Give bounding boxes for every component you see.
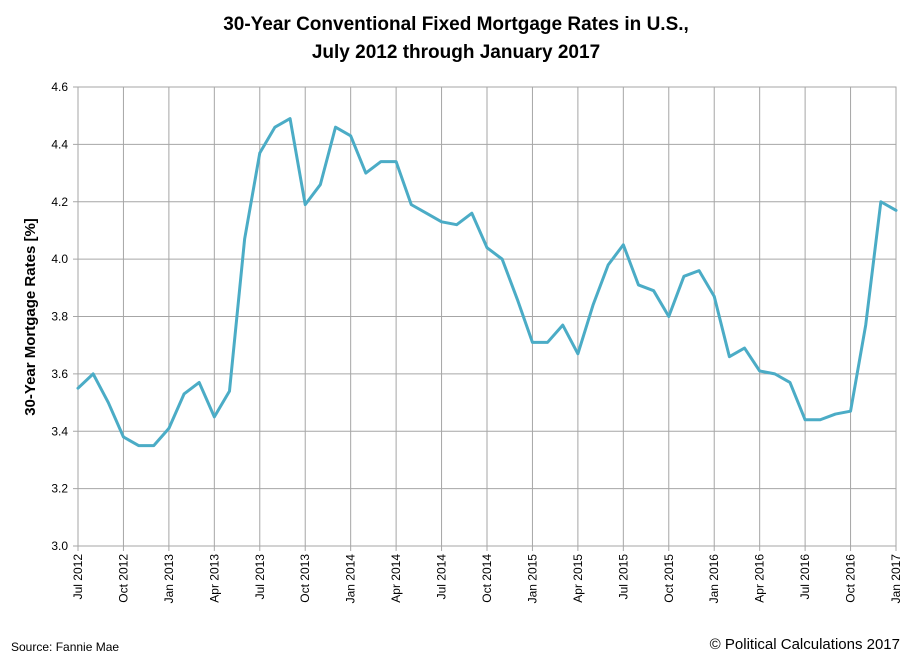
data-point (698, 269, 701, 272)
data-point (425, 212, 428, 215)
x-tick-label: Oct 2012 (116, 554, 130, 603)
x-tick-label: Jan 2013 (162, 554, 176, 604)
x-tick-label: Jul 2014 (435, 554, 449, 600)
data-point (667, 315, 670, 318)
data-point (758, 370, 761, 373)
y-tick-label: 4.0 (51, 252, 68, 266)
y-tick-label: 3.4 (51, 424, 68, 438)
data-point (395, 160, 398, 163)
y-tick-label: 3.6 (51, 367, 68, 381)
copyright-note: © Political Calculations 2017 (709, 636, 900, 653)
data-point (273, 126, 276, 129)
x-tick-label: Jan 2014 (344, 554, 358, 604)
data-point (501, 258, 504, 261)
data-point (486, 246, 489, 249)
data-point (576, 352, 579, 355)
x-tick-label: Apr 2015 (571, 554, 585, 603)
data-point (289, 117, 292, 120)
y-axis-ticks: 3.0 3.2 3.4 3.6 3.8 4.0 4.2 4.4 4.6 (51, 80, 78, 553)
x-tick-label: Jul 2015 (616, 554, 630, 600)
data-point (455, 223, 458, 226)
y-tick-label: 3.2 (51, 482, 68, 496)
data-point (834, 413, 837, 416)
data-point (637, 283, 640, 286)
data-point (334, 126, 337, 129)
data-point (773, 372, 776, 375)
x-tick-label: Jul 2013 (253, 554, 267, 600)
y-tick-label: 4.4 (51, 137, 68, 151)
data-point (895, 209, 898, 212)
x-axis-ticks: Jul 2012 Oct 2012 Jan 2013 Apr 2013 Jul 2013… (71, 546, 903, 603)
data-point (319, 183, 322, 186)
data-point (516, 298, 519, 301)
data-point (743, 347, 746, 350)
data-point (92, 372, 95, 375)
x-tick-label: Oct 2016 (844, 554, 858, 603)
data-point (198, 381, 201, 384)
data-point (243, 238, 246, 241)
data-point (622, 243, 625, 246)
data-point (728, 355, 731, 358)
data-point (349, 134, 352, 137)
data-point (107, 401, 110, 404)
x-tick-label: Apr 2013 (207, 554, 221, 603)
data-point (592, 304, 595, 307)
data-point (440, 220, 443, 223)
x-tick-label: Jan 2015 (525, 554, 539, 604)
data-point (531, 341, 534, 344)
data-point (213, 415, 216, 418)
x-tick-label: Oct 2015 (662, 554, 676, 603)
data-point (183, 392, 186, 395)
data-point (258, 151, 261, 154)
data-point (546, 341, 549, 344)
data-point (788, 381, 791, 384)
x-tick-label: Oct 2014 (480, 554, 494, 603)
data-point (364, 172, 367, 175)
data-point (652, 289, 655, 292)
series-group (76, 117, 898, 448)
data-point (682, 275, 685, 278)
data-point (77, 387, 80, 390)
y-tick-label: 4.6 (51, 80, 68, 94)
data-point (804, 418, 807, 421)
source-note: Source: Fannie Mae (11, 640, 120, 654)
x-tick-label: Apr 2016 (753, 554, 767, 603)
x-tick-label: Jan 2017 (889, 554, 903, 604)
x-tick-label: Jul 2012 (71, 554, 85, 600)
data-point (379, 160, 382, 163)
data-point (470, 212, 473, 215)
x-tick-label: Jul 2016 (798, 554, 812, 600)
x-tick-label: Jan 2016 (707, 554, 721, 604)
x-tick-label: Oct 2013 (298, 554, 312, 603)
data-point (228, 390, 231, 393)
chart-title-line1: 30-Year Conventional Fixed Mortgage Rate… (223, 14, 689, 35)
data-point (713, 295, 716, 298)
chart-title-line2: July 2012 through January 2017 (311, 42, 601, 63)
y-axis-label: 30-Year Mortgage Rates [%] (22, 218, 39, 416)
data-point (819, 418, 822, 421)
y-tick-label: 3.8 (51, 310, 68, 324)
data-point (879, 200, 882, 203)
data-point (167, 427, 170, 430)
data-point (137, 444, 140, 447)
data-point (849, 410, 852, 413)
x-tick-label: Apr 2014 (389, 554, 403, 603)
data-point (304, 203, 307, 206)
y-tick-label: 4.2 (51, 195, 68, 209)
y-tick-label: 3.0 (51, 539, 68, 553)
data-point (864, 324, 867, 327)
grid-lines (77, 86, 897, 547)
series-line (76, 117, 898, 448)
data-point (152, 444, 155, 447)
data-point (561, 324, 564, 327)
data-point (607, 263, 610, 266)
data-point (410, 203, 413, 206)
data-point (122, 435, 125, 438)
